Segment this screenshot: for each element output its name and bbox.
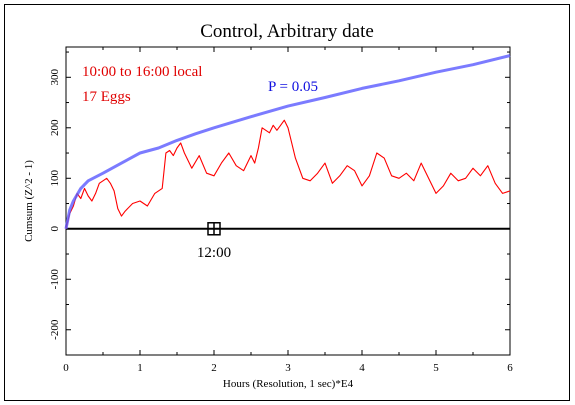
x-tick-label: 0 <box>63 362 69 374</box>
noon-marker <box>207 222 221 236</box>
y-tick-label: 300 <box>49 69 61 86</box>
x-tick-label: 5 <box>433 362 439 374</box>
p-value-annotation: P = 0.05 <box>268 79 318 95</box>
y-tick-label: 0 <box>49 226 61 232</box>
x-tick-label: 3 <box>285 362 291 374</box>
y-tick-label: -200 <box>49 319 61 340</box>
series-line-p-envelope <box>64 54 511 230</box>
series-layer <box>64 54 511 230</box>
y-tick-label: 200 <box>49 119 61 136</box>
x-tick-label: 4 <box>359 362 365 374</box>
x-axis-label: Hours (Resolution, 1 sec)*E4 <box>223 378 354 390</box>
y-tick-label: 100 <box>49 170 61 187</box>
eggs-annotation: 17 Eggs <box>82 89 131 105</box>
x-tick-label: 6 <box>507 362 513 374</box>
y-axis-label: Cumsum (Z^2 - 1) <box>23 160 35 242</box>
y-axis-ticks: -200 -100 0 100 200 300 <box>49 51 510 356</box>
x-axis-ticks: 0 1 2 3 4 5 6 <box>63 47 513 374</box>
y-tick-label: -100 <box>49 269 61 290</box>
x-tick-label: 2 <box>211 362 217 374</box>
x-tick-label: 1 <box>137 362 143 374</box>
series-line-cumsum <box>65 119 511 229</box>
marker-time-label: 12:00 <box>197 245 231 261</box>
chart-title: Control, Arbitrary date <box>200 21 374 42</box>
time-range-annotation: 10:00 to 16:00 local <box>82 64 202 80</box>
